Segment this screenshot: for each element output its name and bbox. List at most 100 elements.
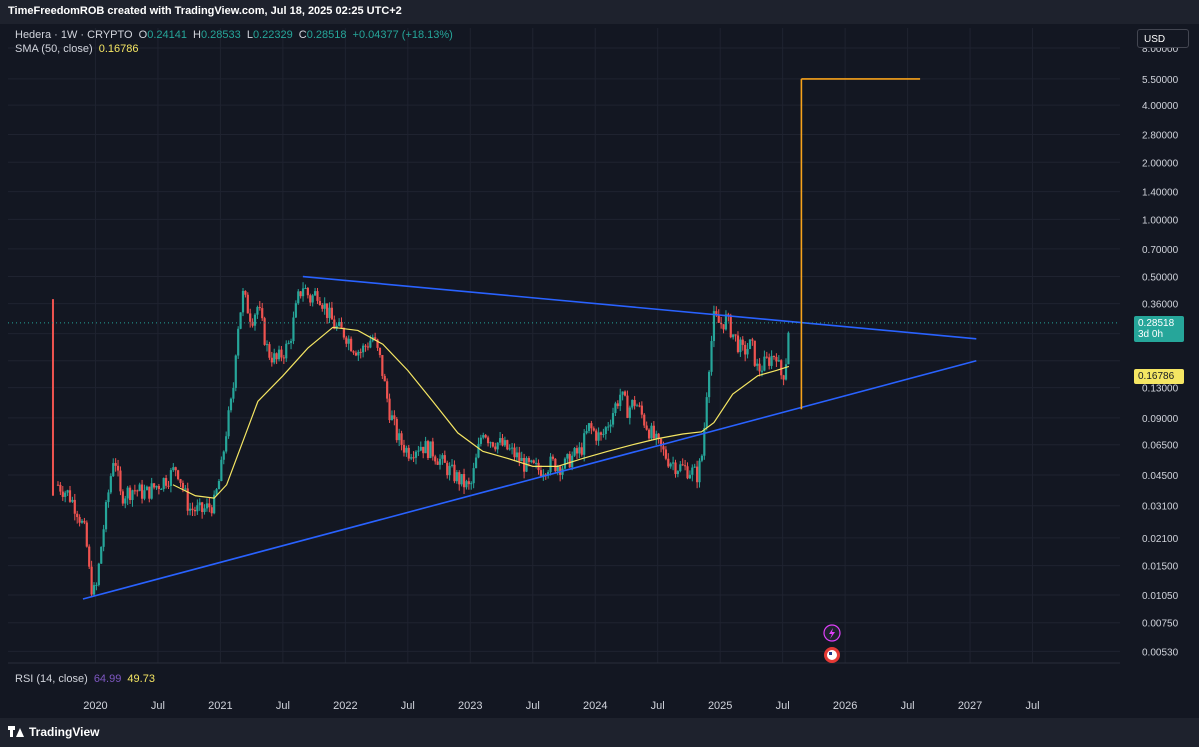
- candle-body: [292, 317, 295, 342]
- candle-body: [287, 342, 290, 344]
- trendlines: [82, 275, 977, 600]
- tradingview-logo[interactable]: TradingView: [8, 725, 99, 739]
- candle-body: [775, 356, 778, 362]
- time-tick-label: Jul: [151, 700, 165, 712]
- time-tick-label: Jul: [776, 700, 790, 712]
- candle-body: [273, 353, 276, 363]
- candle-body: [352, 351, 355, 353]
- candle-body: [470, 483, 473, 485]
- price-tick-label: 0.36000: [1142, 300, 1179, 311]
- candle-body: [438, 458, 442, 465]
- candle-body: [703, 427, 706, 456]
- candle-body: [398, 433, 401, 441]
- candle-body: [763, 356, 766, 371]
- candle-body: [539, 470, 543, 477]
- candle-body: [513, 447, 516, 458]
- last-price-value: 0.28518: [1138, 317, 1175, 329]
- candle-body: [484, 435, 487, 438]
- candle-body: [566, 453, 569, 459]
- candle-body: [201, 502, 204, 513]
- candle-body: [59, 484, 62, 492]
- candle-body: [359, 351, 362, 353]
- rsi-legend[interactable]: RSI (14, close) 64.99 49.73: [15, 673, 158, 685]
- candle-body: [551, 456, 555, 459]
- candle-body: [256, 307, 259, 315]
- candle-body: [325, 303, 329, 318]
- candle-body: [556, 466, 559, 472]
- candle-body: [215, 489, 218, 495]
- candle-body: [143, 490, 146, 499]
- change-value: +0.04377 (+18.13%): [352, 29, 453, 41]
- candle-body: [152, 483, 156, 488]
- brand-name: TradingView: [29, 725, 100, 739]
- candle-body: [441, 455, 444, 459]
- candle-body: [583, 433, 586, 455]
- rsi-label[interactable]: RSI (14, close): [15, 673, 88, 685]
- candle-body: [388, 398, 391, 421]
- candle-body: [217, 481, 221, 490]
- candle-body: [426, 441, 430, 459]
- flag-canton-icon: [829, 652, 832, 655]
- sma-line: [172, 326, 790, 499]
- candle-body: [285, 343, 288, 359]
- candle-body: [760, 370, 764, 372]
- candle-body: [150, 483, 153, 499]
- candle-body: [112, 463, 115, 477]
- candle-body: [669, 463, 672, 467]
- symbol-legend[interactable]: Hedera · 1W · CRYPTO O0.24141 H0.28533 L…: [15, 29, 456, 41]
- event-markers[interactable]: [823, 624, 841, 663]
- price-tick-label: 0.03100: [1142, 502, 1179, 513]
- candle-body: [616, 403, 619, 407]
- candle-body: [354, 352, 358, 356]
- candle-body: [467, 481, 470, 485]
- candle-body: [575, 448, 579, 454]
- candle-body: [311, 295, 314, 303]
- candle-body: [448, 465, 451, 476]
- symbol-name[interactable]: Hedera · 1W · CRYPTO: [15, 29, 133, 41]
- candle-body: [330, 307, 333, 320]
- candle-body: [400, 433, 403, 445]
- candle-body: [222, 451, 225, 460]
- candle-body: [547, 472, 550, 476]
- candle-body: [498, 438, 502, 443]
- lightning-glyph-icon: [829, 628, 835, 639]
- target-projection: [800, 78, 921, 410]
- currency-button[interactable]: USD: [1137, 29, 1189, 48]
- candle-body: [722, 324, 725, 330]
- sma-label[interactable]: SMA (50, close): [15, 43, 93, 55]
- candle-body: [578, 447, 581, 454]
- sma-legend[interactable]: SMA (50, close) 0.16786: [15, 43, 141, 55]
- candle-body: [746, 349, 749, 355]
- candle-body: [770, 355, 773, 366]
- candle-body: [765, 356, 768, 358]
- candle-body: [635, 405, 639, 407]
- candle-body: [76, 513, 79, 518]
- candle-body: [258, 307, 261, 309]
- candle-body: [724, 314, 728, 330]
- candle-body: [691, 467, 694, 475]
- candle-body: [580, 447, 583, 455]
- candle-body: [474, 457, 478, 469]
- candle-body: [270, 357, 273, 363]
- candle-body: [169, 470, 173, 486]
- price-tick-label: 0.01050: [1142, 591, 1179, 602]
- candle-body: [297, 291, 300, 304]
- candle-body: [126, 487, 129, 499]
- candle-body: [450, 464, 454, 466]
- candle-body: [650, 425, 653, 439]
- price-axis[interactable]: 8.00000 5.50000 4.00000 2.80000 2.00000 1.400…: [1142, 44, 1179, 658]
- candle-body: [729, 315, 732, 338]
- candle-body: [462, 474, 466, 488]
- time-axis[interactable]: 2020 Jul 2021 Jul 2022 Jul 2023 Jul 2024 Jul 2025 J…: [83, 700, 1039, 712]
- candle-body: [318, 300, 321, 306]
- price-tick-label: 0.04500: [1142, 471, 1179, 482]
- candle-body: [595, 430, 598, 441]
- candle-body: [364, 345, 367, 347]
- candle-body: [681, 464, 684, 466]
- candle-body: [720, 322, 723, 325]
- candle-body: [458, 472, 461, 485]
- candle-body: [748, 339, 752, 350]
- candle-body: [549, 456, 552, 473]
- candle-body: [357, 351, 360, 356]
